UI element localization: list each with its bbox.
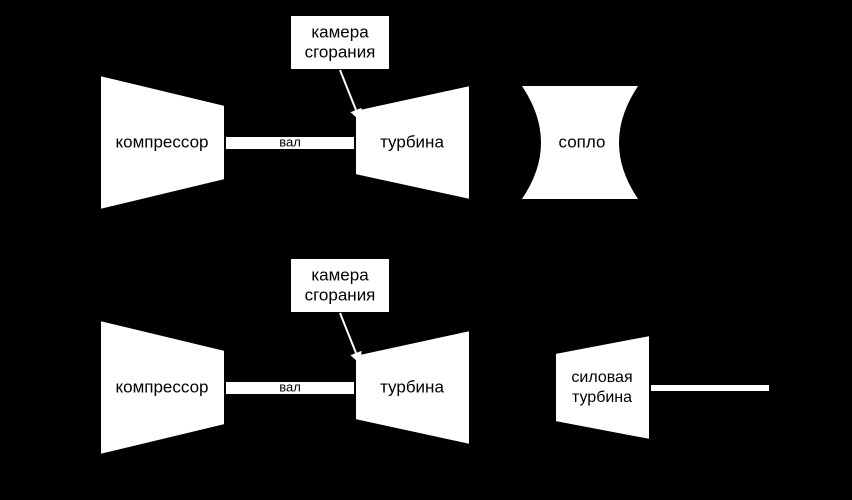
combustor-label-1: камера <box>311 265 369 284</box>
combustor-label-1: камера <box>311 22 369 41</box>
shaft-label: вал <box>279 134 301 149</box>
power-turbine-label-1: силовая <box>571 369 632 386</box>
compressor-label: компрессор <box>116 132 209 151</box>
turbine-label: турбина <box>380 132 444 151</box>
turbine-label: турбина <box>380 377 444 396</box>
combustor-label-2: сгорания <box>305 285 376 304</box>
combustor-label-2: сгорания <box>305 42 376 61</box>
shaft-label: вал <box>279 379 301 394</box>
nozzle-label: сопло <box>559 132 606 151</box>
power-turbine-label-2: турбина <box>572 389 632 406</box>
compressor-label: компрессор <box>116 377 209 396</box>
power-turbine-shape <box>555 335 650 440</box>
output-shaft <box>650 384 770 392</box>
